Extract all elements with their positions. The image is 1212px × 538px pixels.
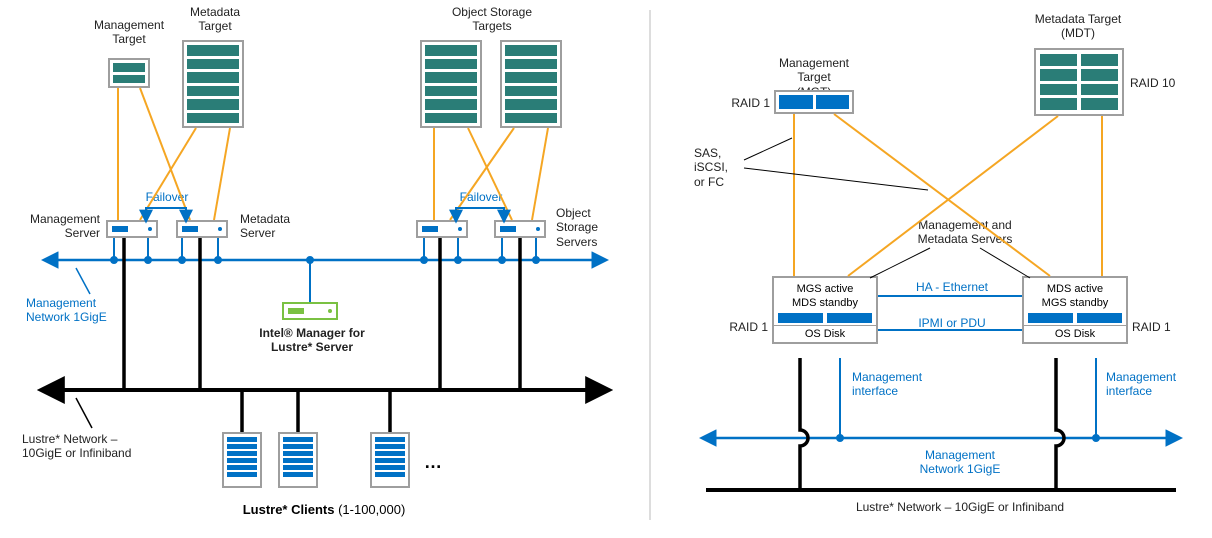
- intel-manager-label: Intel® Manager forLustre* Server: [252, 326, 372, 355]
- oss-icon-2: [494, 220, 546, 238]
- raid1-top-label: RAID 1: [718, 96, 770, 110]
- mgmt-server-icon: [106, 220, 158, 238]
- failover-label-1: Failover: [132, 190, 202, 204]
- metadata-target-label: MetadataTarget: [180, 5, 250, 34]
- mgmt-net-label-r: ManagementNetwork 1GigE: [900, 448, 1020, 477]
- mms-label: Management andMetadata Servers: [900, 218, 1030, 247]
- mdt-label: Metadata Target(MDT): [1018, 12, 1138, 41]
- mgmt-target-label: ManagementTarget: [94, 18, 164, 47]
- sas-label: SAS,iSCSI,or FC: [694, 146, 744, 189]
- mgs-server-box: MGS activeMDS standby OS Disk: [772, 276, 878, 344]
- mdt-storage-icon: [182, 40, 244, 128]
- osdisk-label-r: OS Disk: [1024, 325, 1126, 342]
- ost-storage-icon-1: [420, 40, 482, 128]
- mgt-storage-icon-r: [774, 90, 854, 114]
- raid10-label: RAID 10: [1130, 76, 1190, 90]
- osdisk-label-l: OS Disk: [774, 325, 876, 342]
- ost-storage-icon-2: [500, 40, 562, 128]
- clients-label: Lustre* Clients (1-100,000): [214, 502, 434, 517]
- raid1-l-label: RAID 1: [718, 320, 768, 334]
- client-icon-1: [222, 432, 262, 488]
- client-icon-2: [278, 432, 318, 488]
- mgmt-server-label: ManagementServer: [12, 212, 100, 241]
- lustre-net-label-r: Lustre* Network – 10GigE or Infiniband: [820, 500, 1100, 514]
- mds-active-label: MDS activeMGS standby: [1024, 278, 1126, 313]
- lustre-network-label: Lustre* Network –10GigE or Infiniband: [22, 432, 172, 461]
- mgmt-if-r-label: Managementinterface: [1106, 370, 1206, 399]
- mgt-storage-icon: [108, 58, 150, 88]
- ha-label: HA - Ethernet: [902, 280, 1002, 294]
- metadata-server-icon: [176, 220, 228, 238]
- ipmi-label: IPMI or PDU: [902, 316, 1002, 330]
- mgmt-network-label: ManagementNetwork 1GigE: [26, 296, 136, 325]
- ost-label: Object StorageTargets: [442, 5, 542, 34]
- ellipsis-icon: …: [424, 452, 444, 473]
- mgmt-if-l-label: Managementinterface: [852, 370, 952, 399]
- intel-manager-icon: [282, 302, 338, 320]
- oss-label: ObjectStorageServers: [556, 206, 626, 249]
- client-icon-3: [370, 432, 410, 488]
- metadata-server-label: MetadataServer: [240, 212, 310, 241]
- oss-icon-1: [416, 220, 468, 238]
- raid1-r-label: RAID 1: [1132, 320, 1182, 334]
- clients-text: Lustre* Clients: [243, 502, 335, 517]
- mgs-active-label: MGS activeMDS standby: [774, 278, 876, 313]
- mds-server-box: MDS activeMGS standby OS Disk: [1022, 276, 1128, 344]
- clients-count: (1-100,000): [338, 502, 405, 517]
- failover-label-2: Failover: [446, 190, 516, 204]
- mdt-storage-icon-r: [1034, 48, 1124, 116]
